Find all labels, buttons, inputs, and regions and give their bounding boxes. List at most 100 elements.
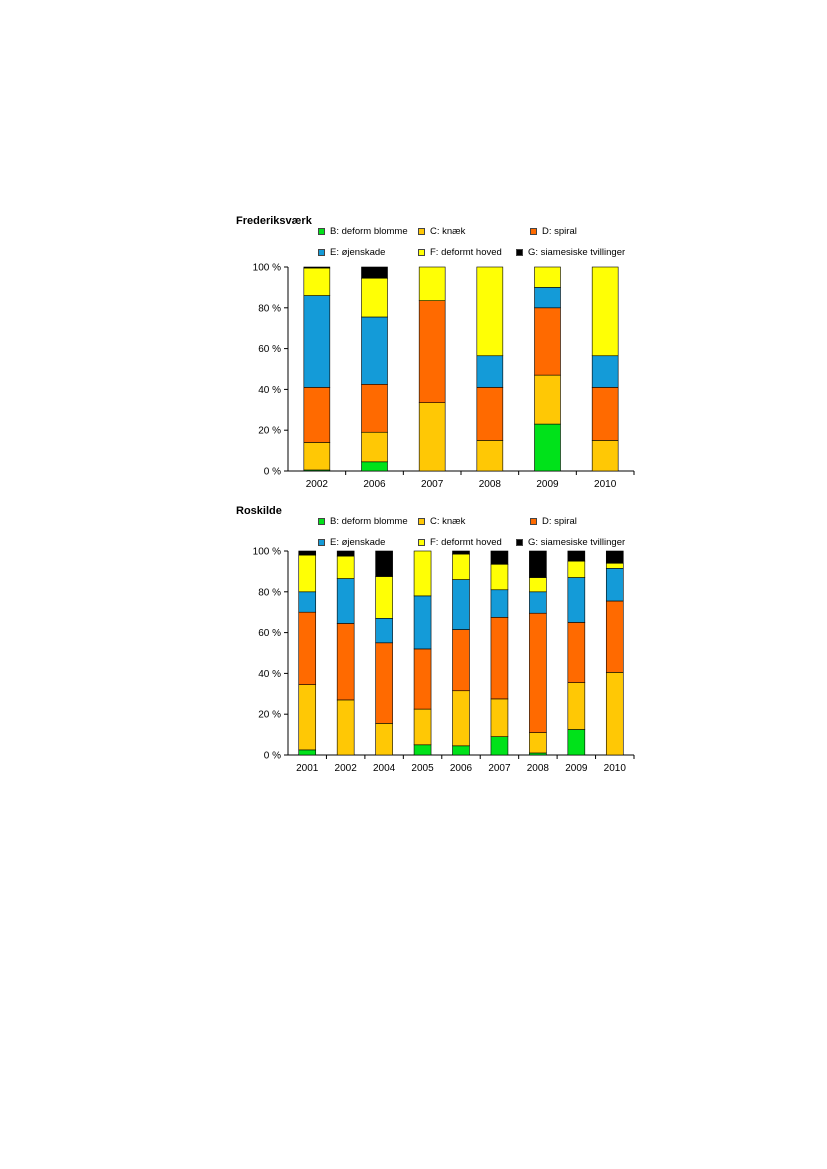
bar-segment <box>298 684 317 751</box>
x-tick-label: 2007 <box>421 479 444 490</box>
bar-segment <box>452 553 470 580</box>
bar-segment <box>591 355 619 388</box>
legend-swatch <box>516 249 523 256</box>
legend-item-d: D: spiral <box>530 516 577 527</box>
plot-area: 0 % 20 % 40 % 60 % 80 % 100 % 2002 2006 2007 2008… <box>253 263 635 490</box>
bar-segment <box>567 550 586 562</box>
bar-segment <box>529 752 547 756</box>
x-tick-label: 2007 <box>488 763 511 774</box>
legend-label: E: øjenskade <box>330 537 386 548</box>
x-tick-label: 2009 <box>565 763 588 774</box>
legend-swatch <box>318 539 325 546</box>
legend-item-f: F: deformt hoved <box>418 537 502 548</box>
x-tick-label: 2006 <box>363 479 386 490</box>
bar-segment <box>413 550 432 597</box>
bar-segment <box>375 618 393 644</box>
x-tick-label: 2010 <box>604 763 627 774</box>
y-tick-label: 0 % <box>264 751 281 762</box>
bar-segment <box>605 568 624 602</box>
bar-segment <box>298 591 317 613</box>
bar-segment <box>303 295 331 388</box>
chart-title: Frederiksværk <box>236 215 312 227</box>
bar-segment <box>452 579 470 630</box>
legend: B: deform blomme C: knæk D: spiral E: øj… <box>318 516 658 556</box>
x-tick-label: 2010 <box>594 479 617 490</box>
bar-segment <box>375 576 393 619</box>
bar-segment <box>591 440 619 472</box>
bar-segment <box>336 623 355 701</box>
plot-area: 0 % 20 % 40 % 60 % 80 % 100 % 2001 2002 2004 2005… <box>253 547 635 774</box>
legend-item-g: G: siamesiske tvillinger <box>516 247 625 258</box>
legend-item-b: B: deform blomme <box>318 516 408 527</box>
y-tick-label: 80 % <box>258 303 281 314</box>
legend-swatch <box>318 518 325 525</box>
bar-segment <box>336 555 355 579</box>
bar-segment <box>418 300 446 403</box>
bar-segment <box>490 589 509 618</box>
bar-segment <box>529 732 547 754</box>
y-tick-label: 100 % <box>253 547 281 558</box>
bar-segment <box>361 461 388 472</box>
chart-roskilde: Roskilde B: deform blomme C: knæk D: spi… <box>0 500 827 790</box>
bar-segment <box>413 744 432 756</box>
legend-swatch <box>318 228 325 235</box>
bar-segment <box>534 374 561 425</box>
bar-segment <box>361 316 388 385</box>
y-tick-label: 40 % <box>258 385 281 396</box>
bar-segment <box>375 642 393 724</box>
bar-segment <box>413 648 432 710</box>
bar-segment <box>476 440 504 472</box>
x-tick-label: 2005 <box>411 763 434 774</box>
y-tick-label: 60 % <box>258 628 281 639</box>
legend-label: E: øjenskade <box>330 247 386 258</box>
x-tick-label: 2004 <box>373 763 396 774</box>
legend-item-e: E: øjenskade <box>318 537 385 548</box>
bar-segment <box>567 577 586 623</box>
chart-frederiksvaerk: Frederiksværk B: deform blomme C: knæk D… <box>0 210 827 495</box>
y-tick-label: 60 % <box>258 344 281 355</box>
x-tick-label: 2006 <box>450 763 473 774</box>
bar-segment <box>490 736 509 756</box>
bar-segment <box>476 266 504 357</box>
legend-swatch <box>318 249 325 256</box>
x-tick-label: 2002 <box>335 763 358 774</box>
bar-segment <box>605 600 624 673</box>
bar-segment <box>591 387 619 441</box>
legend-label: F: deformt hoved <box>430 247 502 258</box>
legend-item-g: G: siamesiske tvillinger <box>516 537 625 548</box>
legend-label: C: knæk <box>430 516 466 527</box>
bar-segment <box>361 277 388 318</box>
bar-segment <box>567 682 586 730</box>
y-tick-label: 100 % <box>253 263 281 274</box>
bar-segment <box>361 384 388 433</box>
legend-label: B: deform blomme <box>330 226 408 237</box>
legend-swatch <box>418 228 425 235</box>
bar-segment <box>375 723 393 756</box>
bar-segment <box>476 355 504 388</box>
legend-swatch <box>418 249 425 256</box>
bar-segment <box>529 591 547 614</box>
bar-segment <box>452 745 470 756</box>
bar-segment <box>534 423 561 472</box>
legend-label: C: knæk <box>430 226 466 237</box>
bar-segment <box>336 699 355 756</box>
bar-segment <box>361 266 388 279</box>
bar-segment <box>567 622 586 683</box>
x-tick-label: 2001 <box>296 763 319 774</box>
bar-segment <box>591 266 619 357</box>
legend-swatch <box>418 539 425 546</box>
y-tick-label: 0 % <box>264 467 281 478</box>
bar-segment <box>529 577 547 593</box>
bar-segment <box>298 550 317 556</box>
bar-segment <box>452 550 470 555</box>
y-tick-label: 20 % <box>258 426 281 437</box>
bar-segment <box>303 267 331 296</box>
legend-label: D: spiral <box>542 516 577 527</box>
legend-item-d: D: spiral <box>530 226 577 237</box>
bar-segment <box>303 387 331 443</box>
x-tick-label: 2002 <box>306 479 329 490</box>
bar-segment <box>303 266 331 269</box>
bar-segment <box>490 617 509 700</box>
bar-segment <box>336 550 355 557</box>
bar-segment <box>476 387 504 441</box>
